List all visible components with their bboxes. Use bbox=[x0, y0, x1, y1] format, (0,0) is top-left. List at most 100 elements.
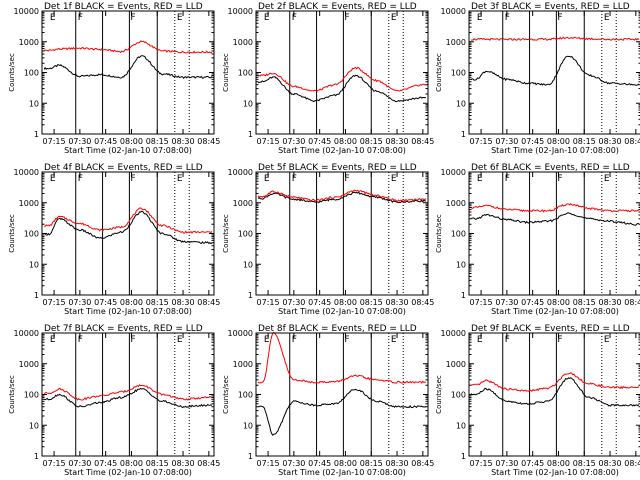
panel-title: Det 1f BLACK = Events, RED = LLD bbox=[44, 2, 203, 12]
y-tick-label: 1 bbox=[461, 130, 466, 139]
y-tick-label: 10 bbox=[29, 421, 39, 430]
y-tick-label: 1 bbox=[248, 452, 253, 461]
series-line-lld bbox=[470, 203, 639, 213]
x-tick-label: 07:45 bbox=[308, 137, 331, 146]
segment-marker-label: F bbox=[344, 174, 349, 184]
x-tick-label: 07:45 bbox=[521, 459, 544, 468]
y-tick-label: 10000 bbox=[441, 329, 466, 338]
x-tick-label: 08:00 bbox=[334, 298, 357, 307]
x-tick-label: 08:30 bbox=[386, 298, 409, 307]
x-axis-label: Start Time (02-Jan-10 07:08:00) bbox=[278, 146, 406, 155]
x-tick-label: 07:15 bbox=[257, 459, 280, 468]
segment-marker-label: F bbox=[557, 174, 562, 184]
x-tick-label: 07:45 bbox=[308, 298, 331, 307]
x-tick-label: 08:45 bbox=[624, 137, 640, 146]
x-tick-label: 08:15 bbox=[573, 298, 596, 307]
y-tick-label: 10 bbox=[456, 99, 466, 108]
x-axis-label: Start Time (02-Jan-10 07:08:00) bbox=[491, 468, 619, 477]
series-line-events bbox=[258, 74, 427, 103]
panel-title: Det 9f BLACK = Events, RED = LLD bbox=[471, 324, 630, 334]
x-tick-label: 08:45 bbox=[624, 298, 640, 307]
y-tick-label: 10000 bbox=[441, 7, 466, 16]
segment-marker-label: E bbox=[391, 13, 397, 23]
segment-marker-label: E bbox=[264, 174, 270, 184]
series-line-events bbox=[258, 388, 427, 437]
x-tick-label: 08:00 bbox=[120, 298, 143, 307]
y-tick-label: 10000 bbox=[14, 329, 39, 338]
y-tick-label: 100 bbox=[24, 391, 39, 400]
series-line-lld bbox=[257, 331, 427, 384]
y-tick-label: 1 bbox=[248, 130, 253, 139]
segment-marker-label: E bbox=[177, 13, 183, 23]
x-tick-label: 07:15 bbox=[470, 137, 493, 146]
x-tick-label: 08:00 bbox=[547, 137, 570, 146]
x-tick-label: 07:45 bbox=[94, 137, 117, 146]
x-tick-label: 07:45 bbox=[521, 298, 544, 307]
series-line-lld bbox=[43, 40, 213, 54]
panel-title: Det 6f BLACK = Events, RED = LLD bbox=[471, 163, 630, 173]
x-tick-label: 08:45 bbox=[624, 459, 640, 468]
series-line-events bbox=[43, 387, 213, 409]
y-axis-label: Counts/sec bbox=[222, 214, 230, 253]
y-axis-label: Counts/sec bbox=[435, 214, 443, 253]
x-tick-label: 07:30 bbox=[282, 459, 305, 468]
x-tick-label: 07:30 bbox=[495, 298, 518, 307]
segment-marker-label: F bbox=[292, 335, 297, 345]
x-tick-label: 08:45 bbox=[197, 137, 220, 146]
y-tick-label: 1000 bbox=[233, 360, 253, 369]
y-tick-label: 100 bbox=[238, 69, 253, 78]
x-tick-label: 08:30 bbox=[599, 298, 622, 307]
plot-frame bbox=[255, 10, 429, 135]
plot-frame bbox=[255, 171, 429, 296]
panel-title: Det 2f BLACK = Events, RED = LLD bbox=[258, 2, 417, 12]
x-tick-label: 07:15 bbox=[470, 298, 493, 307]
series-line-events bbox=[43, 55, 213, 79]
x-tick-label: 07:45 bbox=[308, 459, 331, 468]
x-tick-label: 08:15 bbox=[573, 137, 596, 146]
y-tick-label: 1000 bbox=[446, 199, 466, 208]
segment-marker-label: F bbox=[344, 335, 349, 345]
segment-marker-label: F bbox=[78, 174, 83, 184]
x-axis-label: Start Time (02-Jan-10 07:08:00) bbox=[278, 307, 406, 316]
segment-marker-label: F bbox=[78, 335, 83, 345]
x-tick-label: 07:15 bbox=[43, 137, 66, 146]
panel-title: Det 4f BLACK = Events, RED = LLD bbox=[44, 163, 203, 173]
plot-frame bbox=[468, 171, 640, 296]
x-tick-label: 07:15 bbox=[470, 459, 493, 468]
y-tick-label: 10 bbox=[456, 260, 466, 269]
x-tick-label: 08:30 bbox=[599, 459, 622, 468]
y-tick-label: 10000 bbox=[14, 7, 39, 16]
y-tick-label: 10 bbox=[29, 99, 39, 108]
y-tick-label: 10 bbox=[456, 421, 466, 430]
segment-marker-label: F bbox=[344, 13, 349, 23]
x-tick-label: 07:45 bbox=[94, 298, 117, 307]
series-line-events bbox=[43, 210, 213, 245]
y-tick-label: 10 bbox=[243, 260, 253, 269]
segment-marker-label: E bbox=[604, 174, 610, 184]
x-tick-label: 08:00 bbox=[120, 459, 143, 468]
y-tick-label: 1000 bbox=[19, 38, 39, 47]
x-tick-label: 08:45 bbox=[411, 137, 434, 146]
y-tick-label: 100 bbox=[238, 391, 253, 400]
segment-marker-label: E bbox=[604, 13, 610, 23]
y-tick-label: 1 bbox=[34, 452, 39, 461]
y-axis-label: Counts/sec bbox=[435, 53, 443, 92]
y-tick-label: 1 bbox=[34, 130, 39, 139]
x-tick-label: 08:15 bbox=[146, 298, 169, 307]
x-tick-label: 07:30 bbox=[495, 459, 518, 468]
segment-marker-label: E bbox=[50, 13, 56, 23]
x-axis-label: Start Time (02-Jan-10 07:08:00) bbox=[278, 468, 406, 477]
segment-marker-label: E bbox=[391, 335, 397, 345]
x-tick-label: 08:45 bbox=[411, 459, 434, 468]
y-axis-label: Counts/sec bbox=[222, 53, 230, 92]
y-tick-label: 100 bbox=[451, 230, 466, 239]
series-line-lld bbox=[471, 372, 640, 392]
x-tick-label: 07:45 bbox=[521, 137, 544, 146]
plot-frame bbox=[468, 10, 640, 135]
x-tick-label: 08:30 bbox=[386, 137, 409, 146]
x-tick-label: 08:15 bbox=[360, 298, 383, 307]
y-tick-label: 100 bbox=[24, 230, 39, 239]
y-tick-label: 1000 bbox=[19, 360, 39, 369]
x-tick-label: 08:15 bbox=[573, 459, 596, 468]
y-tick-label: 100 bbox=[451, 69, 466, 78]
